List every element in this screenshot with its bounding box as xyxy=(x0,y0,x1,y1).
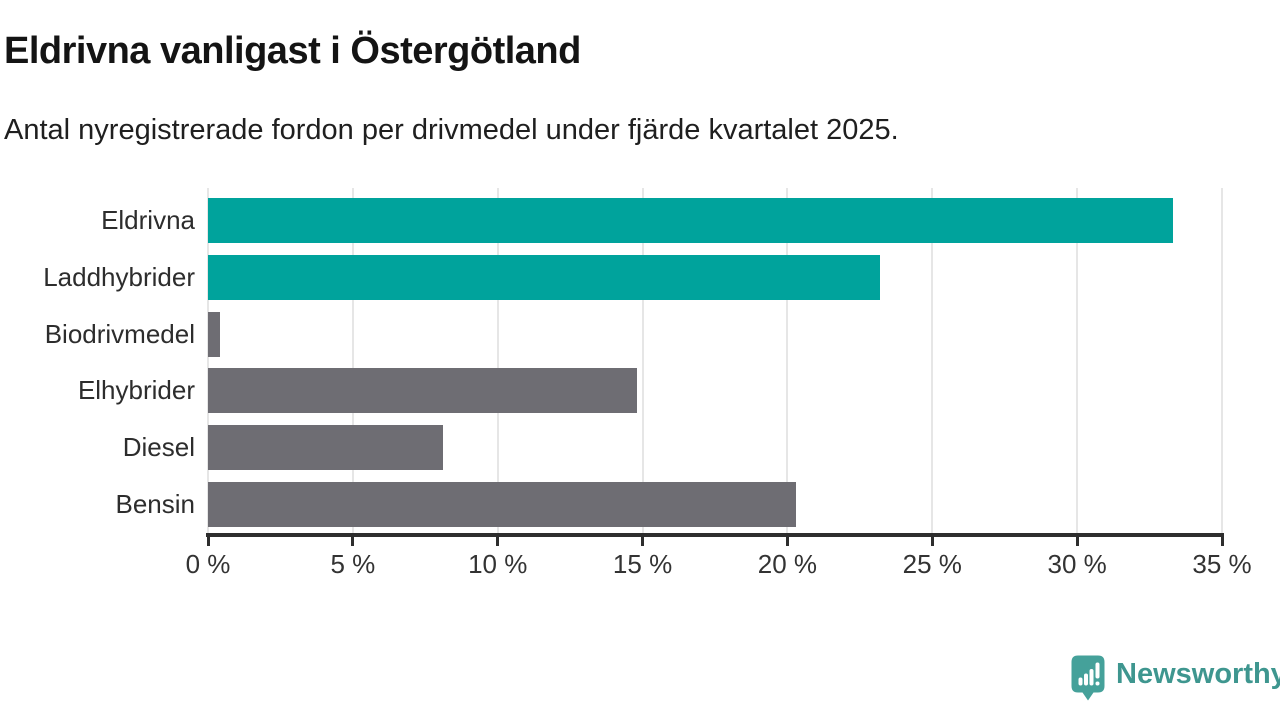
x-tick-10 xyxy=(496,537,500,546)
gridline-25 xyxy=(931,188,934,533)
x-tick-5 xyxy=(351,537,355,546)
x-tick-30 xyxy=(1075,537,1079,546)
x-tick-label: 20 % xyxy=(757,549,818,579)
gridline-30 xyxy=(1076,188,1079,533)
category-label: Bensin xyxy=(115,489,196,519)
gridline-20 xyxy=(786,188,789,533)
bar-elhybrider xyxy=(208,368,637,414)
category-label: Diesel xyxy=(122,432,195,463)
category-label: Laddhybrider xyxy=(43,261,195,292)
x-tick-15 xyxy=(641,537,645,546)
category-labels: Eldrivna Laddhybrider Biodrivmedel Elhybrid… xyxy=(0,188,208,533)
x-tick-25 xyxy=(930,537,934,546)
newsworthy-logo: Newsworthy xyxy=(1071,655,1280,701)
x-tick-20 xyxy=(785,537,789,546)
x-axis: 0 % 5 % 10 % 15 % 20 % 25 % 30 % 35 % xyxy=(186,533,1252,593)
bar-bensin xyxy=(208,482,797,527)
x-tick-label: 15 % xyxy=(612,549,673,579)
bar-eldrivna xyxy=(208,198,1173,243)
category-label: Biodrivmedel xyxy=(44,318,195,349)
gridline-10 xyxy=(496,188,499,533)
chart-title: Eldrivna vanligast i Östergötland xyxy=(4,30,581,72)
category-label: Eldrivna xyxy=(101,205,195,235)
x-tick-label: 0 % xyxy=(185,549,231,579)
x-tick-label: 30 % xyxy=(1047,549,1107,579)
x-tick-0 xyxy=(206,537,210,546)
category-label: Elhybrider xyxy=(77,375,195,406)
x-tick-label: 25 % xyxy=(902,549,962,579)
bar-diesel xyxy=(208,425,443,471)
x-tick-35 xyxy=(1220,537,1224,546)
gridline-5 xyxy=(351,188,354,533)
gridline-15 xyxy=(641,188,644,533)
plot-area xyxy=(207,188,1223,533)
bar-chart-speech-bubble-icon xyxy=(1071,655,1105,701)
brand-name: Newsworthy xyxy=(1116,658,1280,690)
x-axis-line xyxy=(206,533,1224,537)
x-tick-label: 5 % xyxy=(330,549,376,579)
x-tick-label: 10 % xyxy=(468,549,528,579)
chart-subtitle: Antal nyregistrerade fordon per drivmede… xyxy=(4,114,899,146)
gridline-0 xyxy=(207,188,209,533)
bar-biodrivmedel xyxy=(208,311,220,357)
gridline-35 xyxy=(1221,188,1223,533)
bar-laddhybrider xyxy=(208,254,881,300)
x-tick-label: 35 % xyxy=(1192,549,1252,579)
